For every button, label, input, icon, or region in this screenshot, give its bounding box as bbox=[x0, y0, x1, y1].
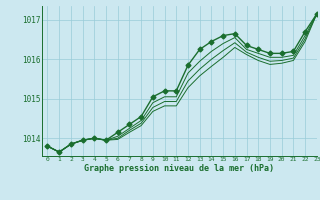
X-axis label: Graphe pression niveau de la mer (hPa): Graphe pression niveau de la mer (hPa) bbox=[84, 164, 274, 173]
